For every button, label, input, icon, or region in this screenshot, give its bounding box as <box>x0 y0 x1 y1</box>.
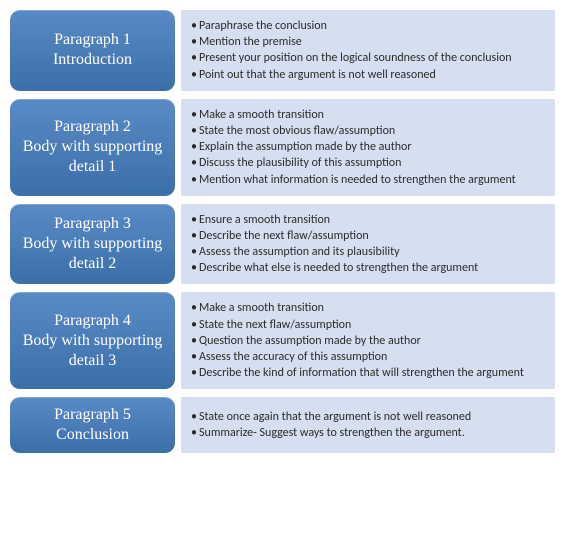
label-line-1: Paragraph 2 <box>54 117 131 137</box>
bullet-item: Explain the assumption made by the autho… <box>191 139 545 155</box>
bullet-item: Present your position on the logical sou… <box>191 50 545 66</box>
label-line-1: Paragraph 5 <box>54 405 131 425</box>
bullet-item: State the next flaw/assumption <box>191 317 545 333</box>
paragraph-label: Paragraph 1Introduction <box>10 10 175 91</box>
paragraph-label: Paragraph 4Body with supporting detail 3 <box>10 292 175 389</box>
bullet-item: Assess the accuracy of this assumption <box>191 349 545 365</box>
label-line-1: Paragraph 3 <box>54 214 131 234</box>
outline-row: Paragraph 4Body with supporting detail 3… <box>10 292 555 389</box>
bullet-item: State the most obvious flaw/assumption <box>191 123 545 139</box>
outline-row: Paragraph 1IntroductionParaphrase the co… <box>10 10 555 91</box>
label-line-2: Introduction <box>53 50 132 70</box>
bullet-item: Describe what else is needed to strength… <box>191 260 545 276</box>
bullet-list: Paraphrase the conclusionMention the pre… <box>181 10 555 91</box>
label-line-2: Body with supporting detail 2 <box>16 234 169 274</box>
bullet-item: Describe the kind of information that wi… <box>191 365 545 381</box>
label-line-2: Body with supporting detail 1 <box>16 137 169 177</box>
bullet-item: Point out that the argument is not well … <box>191 67 545 83</box>
bullet-list: Make a smooth transitionState the most o… <box>181 99 555 196</box>
bullet-item: Paraphrase the conclusion <box>191 18 545 34</box>
bullet-list: State once again that the argument is no… <box>181 397 555 453</box>
bullet-list: Ensure a smooth transitionDescribe the n… <box>181 204 555 285</box>
label-line-1: Paragraph 4 <box>54 311 131 331</box>
paragraph-label: Paragraph 3Body with supporting detail 2 <box>10 204 175 285</box>
bullet-item: Ensure a smooth transition <box>191 212 545 228</box>
bullet-item: Make a smooth transition <box>191 107 545 123</box>
label-line-2: Body with supporting detail 3 <box>16 331 169 371</box>
bullet-item: Assess the assumption and its plausibili… <box>191 244 545 260</box>
bullet-item: Summarize- Suggest ways to strengthen th… <box>191 425 545 441</box>
label-line-1: Paragraph 1 <box>54 30 131 50</box>
paragraph-label: Paragraph 5Conclusion <box>10 397 175 453</box>
bullet-item: State once again that the argument is no… <box>191 409 545 425</box>
bullet-item: Make a smooth transition <box>191 300 545 316</box>
bullet-item: Describe the next flaw/assumption <box>191 228 545 244</box>
bullet-item: Mention the premise <box>191 34 545 50</box>
outline-row: Paragraph 2Body with supporting detail 1… <box>10 99 555 196</box>
bullet-list: Make a smooth transitionState the next f… <box>181 292 555 389</box>
bullet-item: Discuss the plausibility of this assumpt… <box>191 155 545 171</box>
outline-row: Paragraph 5Conclusion State once again th… <box>10 397 555 453</box>
paragraph-label: Paragraph 2Body with supporting detail 1 <box>10 99 175 196</box>
essay-outline: Paragraph 1IntroductionParaphrase the co… <box>10 10 555 453</box>
outline-row: Paragraph 3Body with supporting detail 2… <box>10 204 555 285</box>
label-line-2: Conclusion <box>56 425 129 445</box>
bullet-item: Question the assumption made by the auth… <box>191 333 545 349</box>
bullet-item: Mention what information is needed to st… <box>191 172 545 188</box>
